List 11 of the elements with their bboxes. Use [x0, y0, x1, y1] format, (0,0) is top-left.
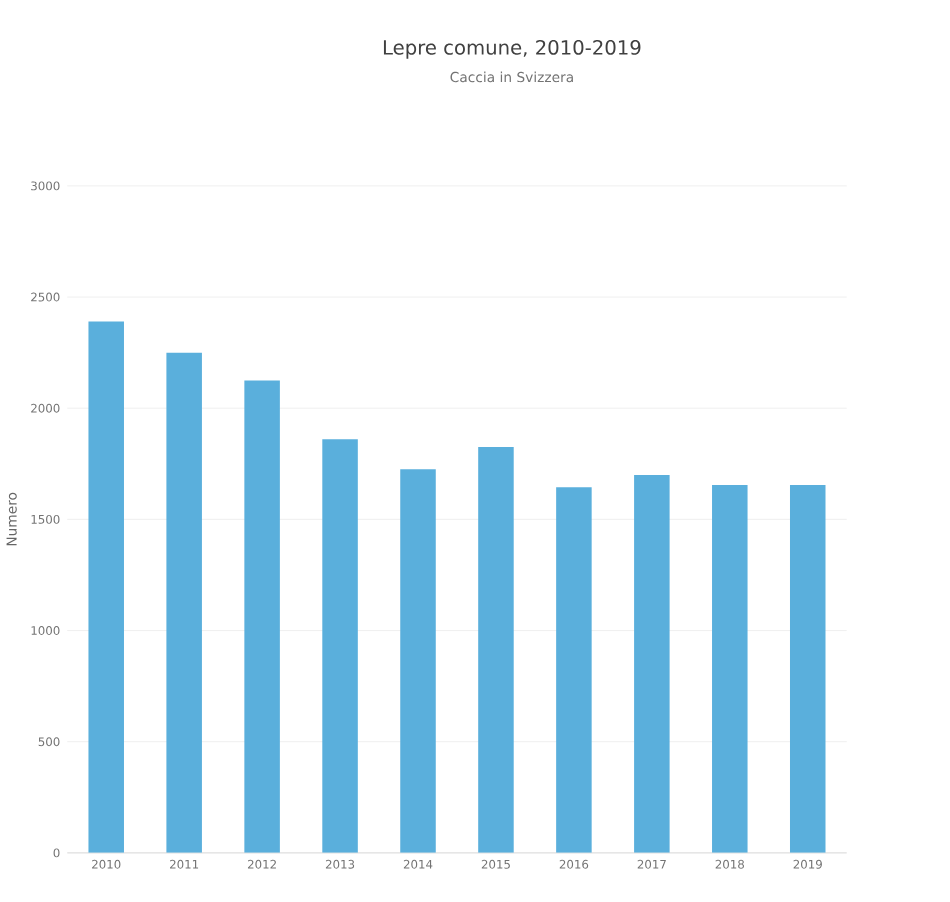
bar: [712, 485, 748, 853]
bar: [244, 380, 280, 853]
bar: [400, 469, 436, 853]
chart-title: Lepre comune, 2010-2019: [383, 40, 641, 59]
bar: [634, 475, 670, 853]
bar: [478, 447, 514, 853]
bar: [789, 485, 826, 853]
bar: [556, 487, 592, 853]
bar: [166, 352, 202, 853]
bar: [322, 439, 358, 853]
bar: [88, 321, 124, 853]
